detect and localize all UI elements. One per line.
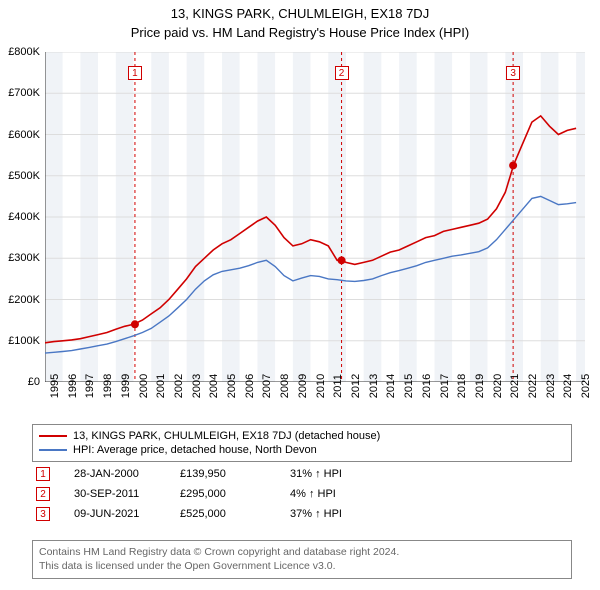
event-marker-1: 1 <box>128 66 142 80</box>
legend-label-1: 13, KINGS PARK, CHULMLEIGH, EX18 7DJ (de… <box>73 430 380 442</box>
x-axis-label: 1999 <box>120 374 132 398</box>
legend-swatch-2 <box>39 449 67 451</box>
y-axis-label: £700K <box>8 87 40 99</box>
events-table: 128-JAN-2000£139,95031% ↑ HPI230-SEP-201… <box>32 464 572 524</box>
x-axis-label: 2023 <box>545 374 557 398</box>
y-axis-label: £500K <box>8 170 40 182</box>
event-delta: 4% ↑ HPI <box>290 488 380 500</box>
x-axis-label: 1996 <box>67 374 79 398</box>
x-axis-label: 2013 <box>368 374 380 398</box>
x-axis-label: 2015 <box>403 374 415 398</box>
event-price: £525,000 <box>180 508 290 520</box>
x-axis-label: 2024 <box>562 374 574 398</box>
x-axis-label: 2002 <box>173 374 185 398</box>
x-axis-label: 2005 <box>226 374 238 398</box>
x-axis-label: 2011 <box>332 374 344 398</box>
x-axis-label: 2016 <box>421 374 433 398</box>
x-axis-label: 1998 <box>102 374 114 398</box>
legend-label-2: HPI: Average price, detached house, Nort… <box>73 444 317 456</box>
chart-title-sub: Price paid vs. HM Land Registry's House … <box>0 21 600 40</box>
line-chart-svg <box>45 52 585 382</box>
x-axis-label: 2010 <box>315 374 327 398</box>
x-axis-label: 2025 <box>580 374 592 398</box>
event-price: £139,950 <box>180 468 290 480</box>
x-axis-label: 2014 <box>385 374 397 398</box>
event-date: 09-JUN-2021 <box>50 508 180 520</box>
event-row: 309-JUN-2021£525,00037% ↑ HPI <box>32 504 572 524</box>
event-marker-3: 3 <box>506 66 520 80</box>
event-row-marker: 3 <box>36 507 50 521</box>
event-date: 30-SEP-2011 <box>50 488 180 500</box>
x-axis-label: 1995 <box>49 374 61 398</box>
x-axis-label: 2017 <box>439 374 451 398</box>
event-date: 28-JAN-2000 <box>50 468 180 480</box>
event-delta: 31% ↑ HPI <box>290 468 380 480</box>
chart-title-address: 13, KINGS PARK, CHULMLEIGH, EX18 7DJ <box>0 0 600 21</box>
footer-line-1: Contains HM Land Registry data © Crown c… <box>39 546 565 560</box>
x-axis-label: 2003 <box>191 374 203 398</box>
x-axis-label: 2008 <box>279 374 291 398</box>
legend-box: 13, KINGS PARK, CHULMLEIGH, EX18 7DJ (de… <box>32 424 572 462</box>
x-axis-label: 2000 <box>138 374 150 398</box>
legend-row-series-1: 13, KINGS PARK, CHULMLEIGH, EX18 7DJ (de… <box>39 429 565 443</box>
y-axis-label: £800K <box>8 46 40 58</box>
event-row-marker: 1 <box>36 467 50 481</box>
x-axis-label: 2001 <box>155 374 167 398</box>
event-delta: 37% ↑ HPI <box>290 508 380 520</box>
x-axis-label: 1997 <box>84 374 96 398</box>
y-axis-label: £400K <box>8 211 40 223</box>
y-axis-label: £600K <box>8 129 40 141</box>
x-axis-label: 2009 <box>297 374 309 398</box>
y-axis-label: £200K <box>8 294 40 306</box>
x-axis-label: 2007 <box>261 374 273 398</box>
event-price: £295,000 <box>180 488 290 500</box>
x-axis-label: 2006 <box>244 374 256 398</box>
event-row: 128-JAN-2000£139,95031% ↑ HPI <box>32 464 572 484</box>
event-row-marker: 2 <box>36 487 50 501</box>
x-axis-label: 2019 <box>474 374 486 398</box>
chart-area: £0£100K£200K£300K£400K£500K£600K£700K£80… <box>45 52 585 382</box>
event-marker-2: 2 <box>335 66 349 80</box>
event-row: 230-SEP-2011£295,0004% ↑ HPI <box>32 484 572 504</box>
legend-row-series-2: HPI: Average price, detached house, Nort… <box>39 443 565 457</box>
y-axis-label: £100K <box>8 335 40 347</box>
footer-line-2: This data is licensed under the Open Gov… <box>39 560 565 574</box>
x-axis-label: 2018 <box>456 374 468 398</box>
x-axis-label: 2012 <box>350 374 362 398</box>
x-axis-label: 2021 <box>509 374 521 398</box>
legend-swatch-1 <box>39 435 67 437</box>
footer-text: Contains HM Land Registry data © Crown c… <box>32 540 572 579</box>
x-axis-label: 2020 <box>492 374 504 398</box>
x-axis-label: 2022 <box>527 374 539 398</box>
x-axis-label: 2004 <box>208 374 220 398</box>
y-axis-label: £0 <box>28 376 40 388</box>
y-axis-label: £300K <box>8 252 40 264</box>
